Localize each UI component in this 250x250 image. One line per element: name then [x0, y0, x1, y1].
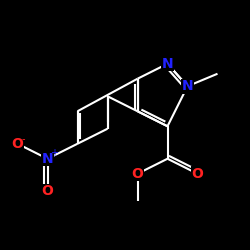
Text: N: N [162, 57, 173, 71]
Text: O: O [42, 184, 54, 198]
Text: O: O [132, 167, 143, 181]
Text: O: O [192, 167, 203, 181]
Text: N: N [182, 79, 193, 93]
Text: +: + [50, 148, 58, 158]
Text: N: N [42, 152, 53, 166]
Text: O: O [12, 137, 24, 151]
Text: -: - [21, 134, 25, 144]
